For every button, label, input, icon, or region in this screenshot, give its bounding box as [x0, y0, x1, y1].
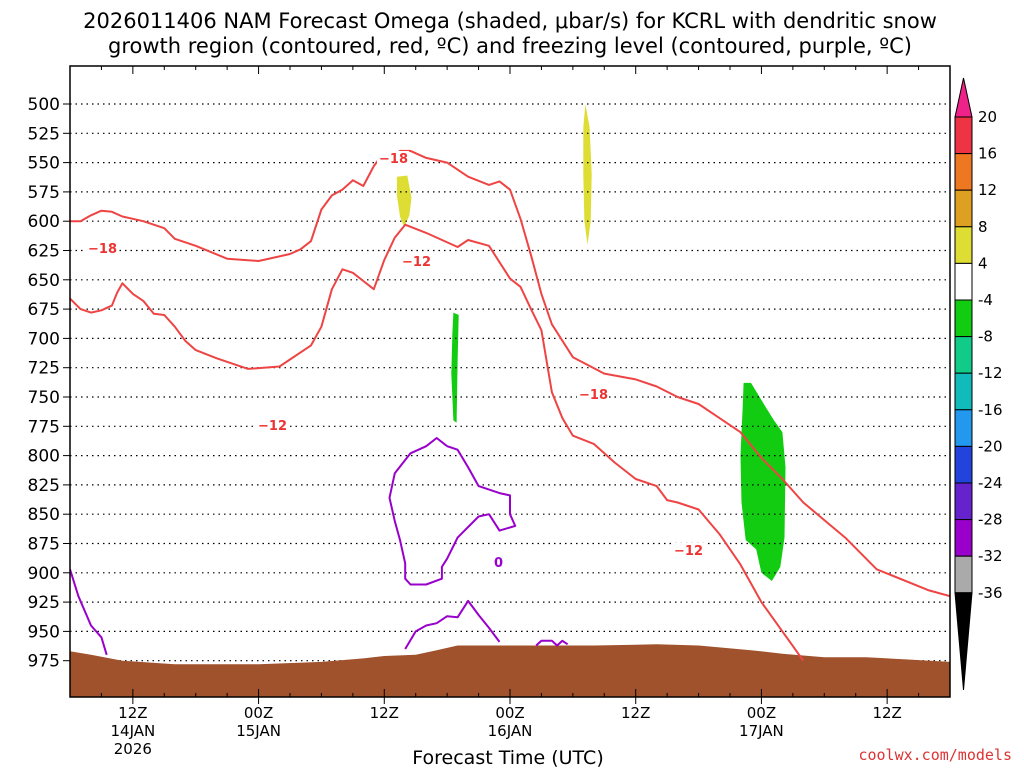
y-tick-label-650: 650	[28, 271, 60, 291]
y-tick-label-825: 825	[28, 476, 60, 496]
y-tick-label-875: 875	[28, 535, 60, 555]
colorbar-bin-12	[954, 555, 973, 594]
y-tick-label-800: 800	[28, 447, 60, 467]
terrain	[70, 644, 950, 697]
credit-text: coolwx.com/models	[858, 746, 1012, 764]
x-tick-label-66-l1: 00Z	[747, 704, 776, 722]
colorbar-label-5: -4	[978, 291, 993, 309]
colorbar-top-arrow	[954, 77, 973, 118]
colorbar-bin-7	[954, 372, 973, 411]
colorbar-label-2: 12	[978, 181, 997, 199]
colorbar-label-11: -28	[978, 511, 1003, 529]
x-tick-label-78-l1: 12Z	[872, 704, 901, 722]
contour-label-minus-12-c: −12	[674, 544, 703, 559]
y-tick-label-675: 675	[28, 300, 60, 320]
y-tick-label-500: 500	[28, 95, 60, 115]
y-tick-label-850: 850	[28, 505, 60, 525]
freezing-level-loop	[388, 437, 517, 586]
freezing-level-bottom	[404, 599, 501, 650]
colorbar-label-0: 20	[978, 108, 997, 126]
colorbar: 20 16 12 8 4 -4 -8 -12 -16 -20 -24 -28 -32 -36	[954, 77, 1003, 691]
colorbar-bottom-arrow	[954, 592, 973, 691]
x-tick-label-6-l2: 14JAN	[110, 722, 155, 740]
freezing-level-left	[70, 569, 108, 656]
y-tick-label-975: 975	[28, 652, 60, 672]
contour-label-minus-18-c: −18	[579, 388, 608, 403]
y-tick-label-525: 525	[28, 124, 60, 144]
colorbar-bin-1	[954, 153, 973, 191]
y-tick-label-750: 750	[28, 388, 60, 408]
colorbar-label-12: -32	[978, 547, 1003, 565]
y-tick-label-725: 725	[28, 359, 60, 379]
x-tick-label-42-l2: 16JAN	[488, 722, 533, 740]
isotherm-minus-12	[70, 223, 805, 662]
y-tick-label-575: 575	[28, 183, 60, 203]
colorbar-bin-6	[954, 336, 973, 374]
colorbar-label-3: 8	[978, 218, 988, 236]
colorbar-bin-10	[954, 482, 973, 521]
contour-lines	[70, 149, 950, 662]
isotherm-minus-18	[70, 149, 950, 598]
x-tick-label-6-l3: 2026	[114, 740, 152, 758]
colorbar-bin-11	[954, 519, 973, 557]
colorbar-bin-5	[954, 299, 973, 338]
freezing-level-tiny	[535, 639, 569, 647]
colorbar-label-7: -12	[978, 364, 1003, 382]
chart-title-line-1: 2026011406 NAM Forecast Omega (shaded, μ…	[83, 9, 937, 33]
colorbar-bin-0	[954, 116, 973, 155]
omega-shading	[396, 104, 786, 581]
x-tick-label-18-l1: 00Z	[244, 704, 273, 722]
contour-label-minus-12-b: −12	[402, 255, 431, 270]
omega-yellow-patch-1	[396, 175, 412, 228]
colorbar-label-4: 4	[978, 254, 988, 272]
x-tick-label-30-l1: 12Z	[370, 704, 399, 722]
y-tick-label-925: 925	[28, 593, 60, 613]
y-tick-label-550: 550	[28, 154, 60, 174]
y-axis-ticks: 500 525 550 575 600 625 650 675 700 725 750 775 800 8…	[28, 95, 70, 672]
contour-label-minus-18-a: −18	[88, 242, 117, 257]
y-tick-label-625: 625	[28, 242, 60, 262]
pressure-gridlines	[70, 103, 950, 662]
contour-label-zero: 0	[494, 556, 503, 571]
x-axis-label: Forecast Time (UTC)	[412, 747, 603, 768]
colorbar-bin-3	[954, 226, 973, 264]
colorbar-label-8: -16	[978, 401, 1003, 419]
colorbar-label-9: -20	[978, 437, 1003, 455]
x-tick-label-42-l1: 00Z	[495, 704, 524, 722]
omega-yellow-patch-2	[583, 104, 592, 245]
colorbar-label-6: -8	[978, 328, 993, 346]
colorbar-bin-9	[954, 445, 973, 484]
contour-label-minus-18-b: −18	[379, 152, 408, 167]
contour-label-minus-12-a: −12	[258, 419, 287, 434]
colorbar-label-13: -36	[978, 584, 1003, 602]
ground-surface	[70, 644, 950, 697]
x-tick-label-66-l2: 17JAN	[739, 722, 784, 740]
colorbar-bin-2	[954, 189, 973, 228]
contour-labels: −18 −18 −18 −12 −12 −12 0	[86, 151, 704, 571]
x-tick-label-6-l1: 12Z	[118, 704, 147, 722]
y-tick-label-775: 775	[28, 417, 60, 437]
colorbar-bin-8	[954, 409, 973, 447]
chart-title-line-2: growth region (contoured, red, ºC) and f…	[108, 34, 912, 58]
y-tick-label-950: 950	[28, 622, 60, 642]
colorbar-label-10: -24	[978, 474, 1003, 492]
y-tick-label-900: 900	[28, 564, 60, 584]
y-tick-label-700: 700	[28, 329, 60, 349]
x-tick-label-54-l1: 12Z	[621, 704, 650, 722]
colorbar-label-1: 16	[978, 145, 997, 163]
colorbar-bin-4	[954, 262, 973, 301]
omega-green-patch-2	[740, 382, 786, 581]
x-tick-label-18-l2: 15JAN	[236, 722, 281, 740]
y-tick-label-600: 600	[28, 212, 60, 232]
